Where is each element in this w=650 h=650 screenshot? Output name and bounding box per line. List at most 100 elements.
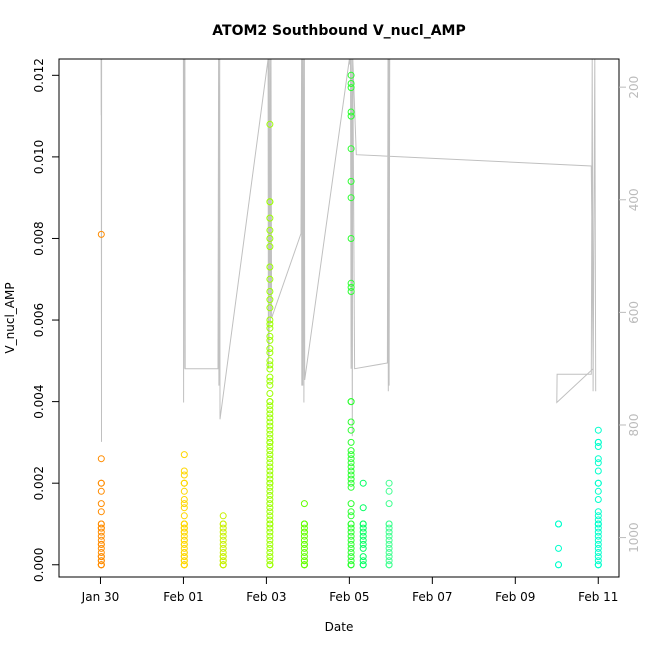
data-point [594, 455, 602, 463]
data-point [594, 549, 602, 556]
data-point [266, 336, 274, 344]
data-point [266, 443, 274, 450]
data-point [219, 524, 227, 532]
x-tick-label: Feb 01 [163, 590, 203, 604]
data-point [555, 561, 562, 569]
data-point [300, 553, 308, 561]
data-point [347, 544, 355, 552]
data-point [347, 459, 355, 467]
data-point [594, 561, 602, 569]
data-point [347, 475, 355, 483]
data-point [266, 349, 274, 357]
data-point [266, 361, 274, 369]
data-point [594, 540, 602, 548]
data-point [266, 288, 274, 295]
data-point [359, 528, 367, 536]
data-point [300, 528, 308, 536]
data-point [266, 406, 274, 414]
data-point [347, 540, 355, 548]
data-point [180, 487, 188, 495]
data-point [359, 479, 367, 487]
x-tick-label: Jan 30 [81, 590, 120, 604]
data-point [347, 426, 355, 434]
data-point [266, 345, 274, 353]
data-point [385, 536, 393, 544]
data-point [180, 500, 188, 508]
data-point [266, 316, 274, 324]
y-tick-label: 0.000 [32, 548, 46, 582]
data-point [266, 467, 274, 475]
data-point [266, 243, 274, 251]
data-point [347, 508, 355, 516]
data-point [180, 520, 188, 528]
data-point [385, 532, 393, 540]
data-point [97, 557, 105, 565]
data-point [359, 544, 367, 552]
data-point [97, 532, 105, 540]
data-point [266, 426, 274, 434]
data-point [266, 487, 274, 495]
data-point [266, 471, 274, 479]
data-point [266, 398, 274, 406]
data-point [266, 463, 274, 471]
data-point [385, 544, 393, 552]
data-point [219, 536, 227, 544]
data-point [347, 500, 355, 508]
data-point [97, 500, 105, 508]
data-point [347, 536, 355, 544]
data-point [266, 459, 274, 467]
data-point [180, 467, 188, 475]
y2-tick-label: 200 [627, 76, 641, 99]
data-point [219, 532, 227, 540]
y-tick-label: 0.010 [32, 140, 46, 174]
data-point [266, 120, 274, 128]
data-point [266, 418, 274, 426]
data-point [219, 557, 227, 565]
data-point [266, 275, 274, 283]
data-point [385, 561, 393, 569]
data-point [594, 443, 602, 450]
data-point [180, 512, 188, 520]
data-point [594, 516, 602, 524]
data-point [180, 471, 188, 479]
data-point [594, 553, 602, 561]
data-point [266, 304, 274, 312]
data-point [266, 491, 274, 499]
y2-tick-label: 400 [627, 188, 641, 211]
data-point [219, 544, 227, 552]
data-point [594, 557, 602, 565]
x-axis: Jan 30 Feb 01 Feb 03 Feb 05 Feb 07 Feb 09 Feb … [81, 576, 618, 604]
data-point [266, 512, 274, 520]
data-point [347, 455, 355, 463]
data-point [594, 496, 602, 503]
data-point [97, 528, 105, 536]
data-point [180, 536, 188, 544]
data-point [385, 528, 393, 536]
data-point [266, 390, 274, 397]
data-point [266, 483, 274, 491]
data-point [347, 451, 355, 459]
data-point [266, 263, 274, 271]
data-point [347, 479, 355, 487]
data-point [266, 479, 274, 487]
depth-line [100, 58, 597, 442]
data-point [347, 447, 355, 455]
y2-axis: 200 400 600 800 1000 [619, 76, 641, 553]
data-point [266, 430, 274, 438]
data-point [385, 520, 393, 528]
data-point [594, 536, 602, 544]
data-point [300, 532, 308, 540]
chart-title: ATOM2 Southbound V_nucl_AMP [212, 23, 465, 39]
data-point [347, 463, 355, 471]
data-point [266, 357, 274, 365]
data-point [180, 451, 188, 459]
data-point [266, 377, 274, 385]
data-point [97, 540, 105, 548]
y-tick-label: 0.002 [32, 466, 46, 500]
data-point [266, 365, 274, 373]
data-point [97, 553, 105, 561]
x-tick-label: Feb 03 [246, 590, 286, 604]
data-point [594, 426, 602, 434]
y2-tick-label: 800 [627, 414, 641, 437]
